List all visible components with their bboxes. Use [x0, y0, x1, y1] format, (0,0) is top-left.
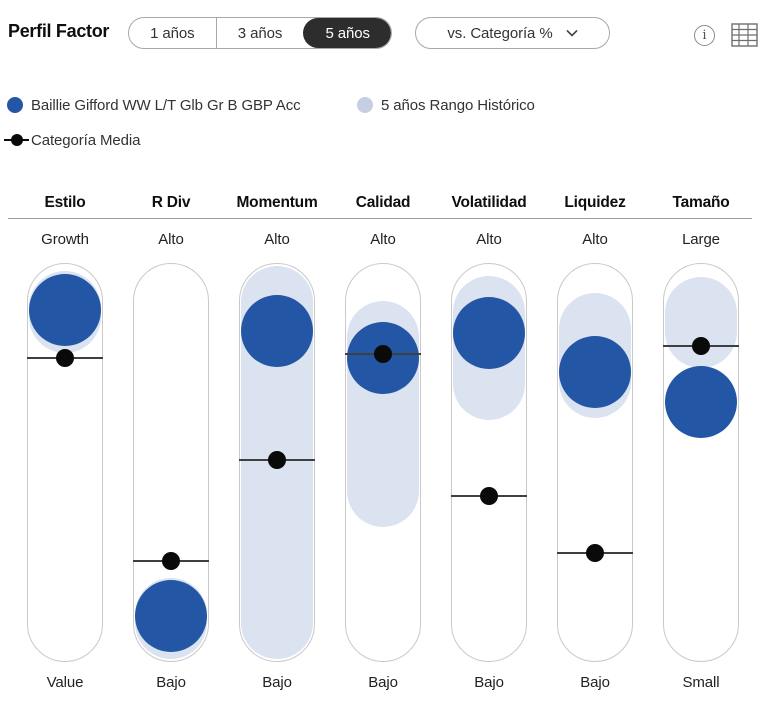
comparison-dropdown-value: vs. Categoría %: [447, 24, 553, 42]
factor-header: Tamaño: [672, 194, 730, 211]
scale-top-label: Large: [682, 231, 720, 248]
factor-pill: [133, 263, 209, 662]
scale-bottom-label: Small: [682, 674, 720, 691]
period-3y-button[interactable]: 3 años: [215, 18, 304, 48]
category-average-dot: [480, 486, 498, 505]
fund-legend-dot: [7, 97, 23, 113]
factor-pill: [557, 263, 633, 662]
factor-pill: [239, 263, 315, 662]
factor-header: Momentum: [236, 194, 318, 211]
scale-top-label: Alto: [370, 231, 396, 248]
scale-bottom-label: Bajo: [156, 674, 186, 691]
fund-position-dot: [135, 580, 207, 653]
range-legend-label: 5 años Rango Histórico: [381, 97, 535, 114]
category-average-dot: [162, 552, 180, 571]
scale-top-label: Alto: [264, 231, 290, 248]
scale-bottom-label: Value: [46, 674, 84, 691]
factor-header: Volatilidad: [451, 194, 527, 211]
range-legend-dot: [357, 97, 373, 113]
fund-position-dot: [241, 294, 313, 367]
scale-top-label: Growth: [41, 231, 89, 248]
category-average-dot: [586, 543, 604, 562]
factor-header: Estilo: [44, 194, 86, 211]
scale-bottom-label: Bajo: [368, 674, 398, 691]
fund-legend-label: Baillie Gifford WW L/T Glb Gr B GBP Acc: [31, 97, 301, 114]
factor-header-row: Estilo R Div Momentum Calidad Volatilida…: [12, 194, 754, 212]
factor-pill: [27, 263, 103, 662]
page-title: Perfil Factor: [8, 21, 110, 41]
scale-bottom-label: Bajo: [580, 674, 610, 691]
factor-pill: [345, 263, 421, 662]
fund-position-dot: [29, 273, 101, 346]
fund-position-dot: [665, 366, 737, 439]
scale-top-label: Alto: [158, 231, 184, 248]
scale-top-label: Alto: [476, 231, 502, 248]
scale-bottom-label: Bajo: [474, 674, 504, 691]
fund-position-dot: [559, 335, 631, 408]
chevron-down-icon: [566, 29, 578, 37]
period-1y-button[interactable]: 1 años: [129, 18, 216, 48]
scale-top-label: Alto: [582, 231, 608, 248]
category-average-legend-label: Categoría Media: [31, 132, 141, 149]
category-average-dot: [374, 344, 392, 363]
category-average-legend-marker: [4, 134, 29, 146]
factor-header: Liquidez: [564, 194, 626, 211]
fund-position-dot: [453, 296, 525, 369]
period-toggle: 1 años 3 años 5 años: [128, 17, 392, 49]
factor-pill: [451, 263, 527, 662]
factor-pills-row: [12, 263, 754, 662]
period-5y-button[interactable]: 5 años: [303, 18, 391, 48]
factor-pill: [663, 263, 739, 662]
category-average-dot: [268, 451, 286, 470]
info-icon-glyph: i: [702, 28, 707, 43]
factor-header: Calidad: [355, 194, 411, 211]
scale-bottom-label-row: Value Bajo Bajo Bajo Bajo Bajo Small: [12, 674, 754, 691]
table-icon[interactable]: [731, 23, 758, 47]
factor-header: R Div: [151, 194, 191, 211]
header-divider: [8, 218, 752, 219]
scale-top-label-row: Growth Alto Alto Alto Alto Alto Large: [12, 231, 754, 248]
category-average-dot: [692, 336, 710, 355]
info-icon[interactable]: i: [694, 25, 715, 46]
comparison-dropdown[interactable]: vs. Categoría %: [415, 17, 610, 49]
category-average-dot: [56, 348, 74, 367]
scale-bottom-label: Bajo: [262, 674, 292, 691]
